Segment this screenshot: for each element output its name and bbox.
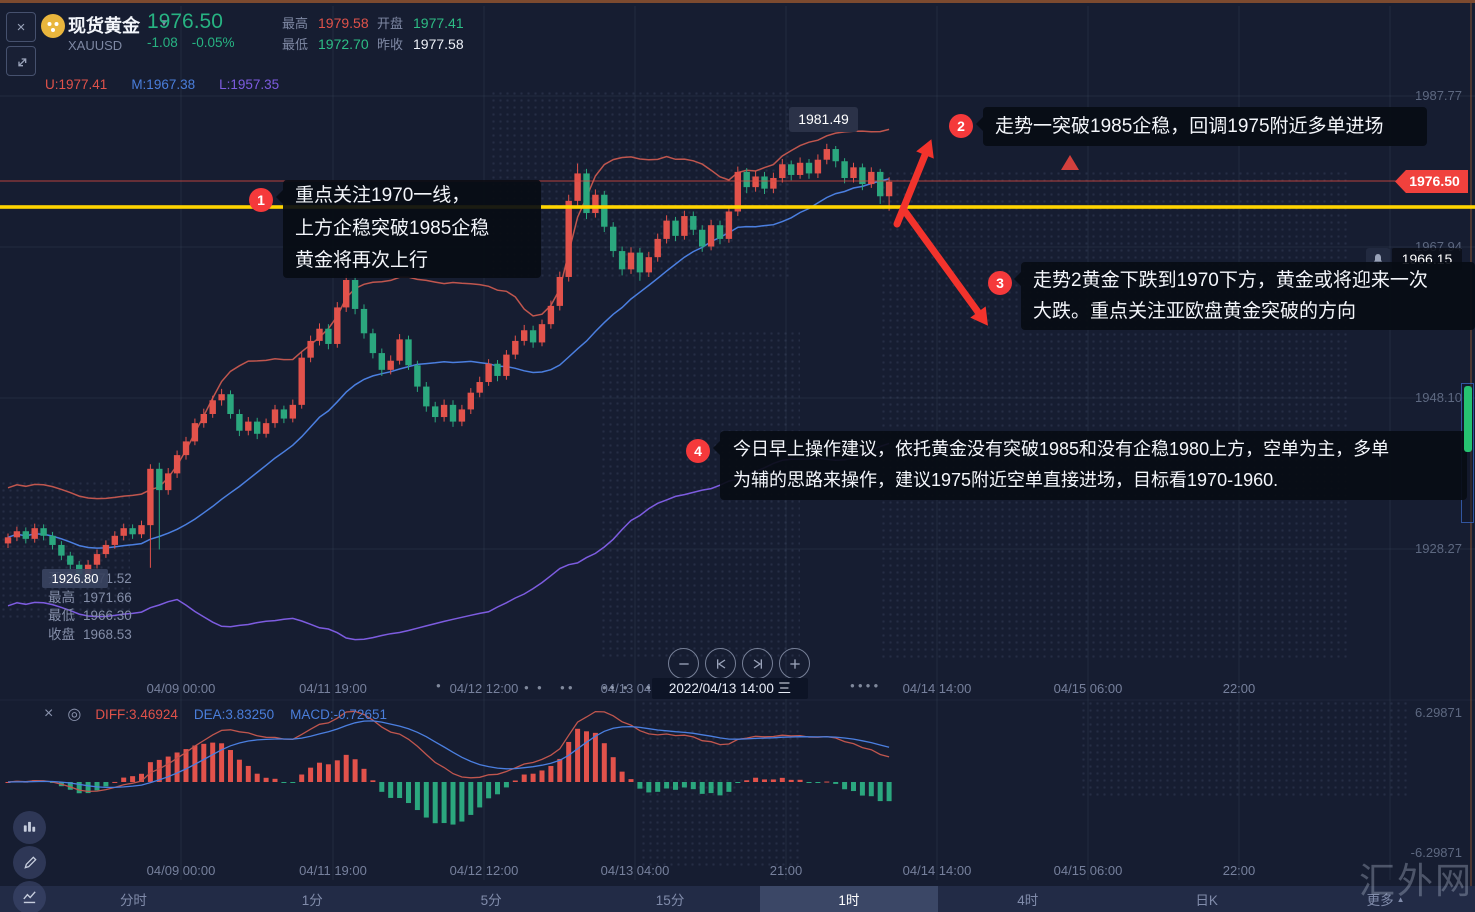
expand-icon[interactable]: [6, 46, 36, 76]
annotation-marker-3[interactable]: 3: [988, 271, 1012, 295]
symbol-code: XAUUSD: [68, 38, 123, 53]
macd-close-icon[interactable]: ×: [44, 705, 54, 722]
tab-5min[interactable]: 5分: [480, 893, 502, 908]
tab-1hour-selected[interactable]: 1时: [759, 886, 939, 912]
current-price: 1976.50: [147, 10, 223, 33]
more-caret-icon: ▲: [1396, 894, 1405, 904]
stat-open: 开盘 1977.41: [377, 15, 464, 31]
draw-tool-button[interactable]: [13, 846, 46, 879]
tab-daily[interactable]: 日K: [1195, 893, 1218, 908]
annotation-note-2: 走势一突破1985企稳，回调1975附近多单进场: [976, 107, 1427, 146]
annotation-note-1: 重点关注1970一线， 上方企稳突破1985企稳 黄金将再次上行: [276, 180, 541, 278]
annotation-note-4: 今日早上操作建议，依托黄金没有突破1985和没有企稳1980上方，空单为主，多单…: [713, 431, 1467, 500]
candle-bars-icon: [23, 821, 36, 832]
macd-settings-icon[interactable]: ◎: [67, 706, 82, 723]
band-upper-legend: U:1977.41: [45, 77, 108, 92]
chart-type-button[interactable]: [13, 811, 46, 844]
stat-low: 最低 1972.70: [282, 36, 369, 52]
gold-coin-icon: [40, 13, 66, 44]
annotation-marker-1[interactable]: 1: [249, 188, 273, 212]
change-percent: -0.05%: [191, 35, 235, 50]
top-accent-line: [0, 0, 1475, 3]
symbol-dropdown-caret-icon[interactable]: ▼: [159, 18, 169, 29]
bands-legend: U:1977.41 M:1967.38 L:1957.35: [45, 77, 303, 92]
expand-arrows-icon: [18, 58, 27, 67]
stat-prev-close: 昨收 1977.58: [377, 36, 464, 52]
zoom-out-icon[interactable]: [668, 648, 699, 679]
macd-panel-header: × ◎ DIFF:3.46924 DEA:3.83250 MACD:-0.726…: [44, 704, 403, 724]
tab-15min[interactable]: 15分: [655, 893, 685, 908]
close-button[interactable]: ×: [6, 12, 36, 42]
site-watermark: 汇外网: [1358, 860, 1473, 901]
stat-high: 最高 1979.58: [282, 15, 369, 31]
skip-to-start-icon[interactable]: [705, 648, 736, 679]
change-value: -1.08: [147, 35, 178, 50]
tab-fenshi[interactable]: 分时: [119, 893, 147, 908]
price-badge: 1926.80: [42, 569, 108, 588]
annotation-marker-2[interactable]: 2: [949, 114, 973, 138]
zoom-in-icon[interactable]: [779, 648, 810, 679]
band-lower-legend: L:1957.35: [219, 77, 280, 92]
tab-1min[interactable]: 1分: [301, 893, 323, 908]
macd-diff-value: DIFF:3.46924: [95, 706, 178, 722]
pencil-icon: [23, 855, 37, 869]
macd-macd-value: MACD:-0.72651: [290, 706, 387, 722]
macd-dea-value: DEA:3.83250: [193, 706, 275, 722]
timeframe-toolbar: 分时 1分 5分 15分 1时 4时 日K 更多 ▲: [0, 886, 1475, 912]
price-change: -1.08 -0.05%: [147, 35, 249, 50]
symbol-name[interactable]: 现货黄金: [68, 16, 140, 36]
zoom-controls: [668, 648, 810, 679]
line-chart-button[interactable]: [13, 881, 46, 912]
annotation-note-3: 走势2黄金下跌到1970下方，黄金或将迎来一次 大跌。重点关注亚欧盘黄金突破的方…: [1014, 262, 1475, 330]
skip-to-end-icon[interactable]: [742, 648, 773, 679]
band-middle-legend: M:1967.38: [131, 77, 196, 92]
zigzag-line-icon: [23, 891, 36, 904]
tab-4hour[interactable]: 4时: [1017, 893, 1039, 908]
annotation-marker-4[interactable]: 4: [686, 439, 710, 463]
current-price-tag: 1976.50: [1395, 170, 1468, 193]
tab-more[interactable]: 更多 ▲: [1366, 893, 1405, 908]
slider-thumb[interactable]: [1463, 386, 1472, 452]
high-price-marker: 1981.49: [789, 107, 858, 132]
time-tooltip: 2022/04/13 14:00 三: [652, 678, 808, 699]
